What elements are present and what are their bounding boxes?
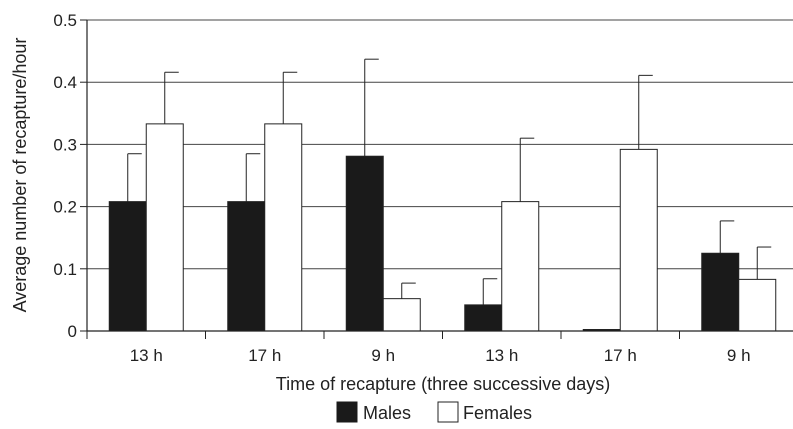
bar-males xyxy=(701,252,740,332)
axes-group xyxy=(80,19,793,339)
bar-females xyxy=(738,278,777,332)
legend: Males Females xyxy=(336,401,532,423)
bar-females xyxy=(145,123,184,332)
y-tick-label: 0.1 xyxy=(53,260,77,279)
bars-group xyxy=(108,123,777,332)
legend-label-males: Males xyxy=(363,403,411,423)
bar-females xyxy=(501,201,540,332)
legend-swatch-males xyxy=(336,401,358,423)
x-tick-label: 9 h xyxy=(371,346,395,365)
x-tick-label: 17 h xyxy=(248,346,281,365)
y-tick-label: 0 xyxy=(68,322,77,341)
y-tick-label: 0.4 xyxy=(53,73,77,92)
y-tick-label: 0.2 xyxy=(53,198,77,217)
legend-label-females: Females xyxy=(463,403,532,423)
y-tick-label: 0.3 xyxy=(53,135,77,154)
x-tick-label: 13 h xyxy=(130,346,163,365)
bar-males xyxy=(108,201,147,332)
bar-males xyxy=(464,304,503,332)
error-bars-group xyxy=(127,58,772,305)
x-tick-label: 13 h xyxy=(485,346,518,365)
x-tick-label: 17 h xyxy=(604,346,637,365)
gridlines xyxy=(87,19,793,270)
bar-females xyxy=(382,298,421,332)
x-tick-label: 9 h xyxy=(727,346,751,365)
x-tick-labels: 13 h 17 h 9 h 13 h 17 h 9 h xyxy=(130,346,751,365)
bar-females xyxy=(619,148,658,332)
bar-males xyxy=(345,155,384,332)
y-tick-label: 0.5 xyxy=(53,11,77,30)
bar-females xyxy=(264,123,303,332)
y-axis-title: Average number of recapture/hour xyxy=(10,38,30,313)
bar-males xyxy=(227,201,266,332)
x-axis-title: Time of recapture (three successive days… xyxy=(276,374,610,394)
legend-swatch-females xyxy=(437,401,459,423)
y-tick-labels: 0 0.1 0.2 0.3 0.4 0.5 xyxy=(53,11,77,341)
